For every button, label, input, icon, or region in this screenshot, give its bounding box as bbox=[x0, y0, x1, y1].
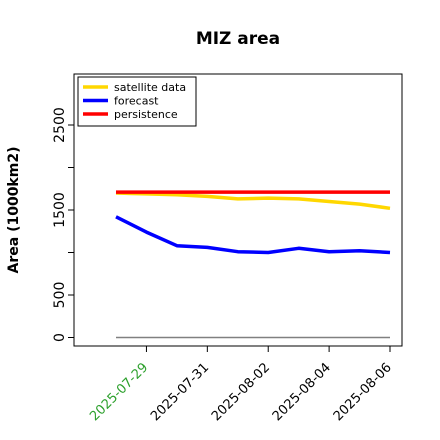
y-tick-label: 2500 bbox=[52, 107, 68, 143]
series-line-forecast bbox=[115, 215, 391, 255]
plot-layer: 0500150025002025-07-292025-07-312025-08-… bbox=[52, 107, 395, 424]
chart-title: MIZ area bbox=[196, 29, 280, 49]
x-tick-label: 2025-08-04 bbox=[270, 360, 334, 424]
y-tick-label: 1500 bbox=[52, 192, 68, 228]
x-tick-label: 2025-07-31 bbox=[148, 360, 212, 424]
x-tick-label: 2025-08-02 bbox=[209, 360, 273, 424]
series-line-satellite-data bbox=[115, 191, 391, 211]
y-axis-label: Area (1000km2) bbox=[6, 147, 22, 274]
y-tick-label: 0 bbox=[52, 333, 68, 342]
x-tick-label: 2025-08-06 bbox=[331, 360, 395, 424]
legend-label: satellite data bbox=[114, 81, 186, 94]
legend-label: forecast bbox=[114, 95, 159, 108]
y-tick-label: 500 bbox=[52, 282, 68, 309]
x-tick-label: 2025-07-29 bbox=[87, 360, 151, 424]
legend-label: persistence bbox=[114, 108, 178, 121]
